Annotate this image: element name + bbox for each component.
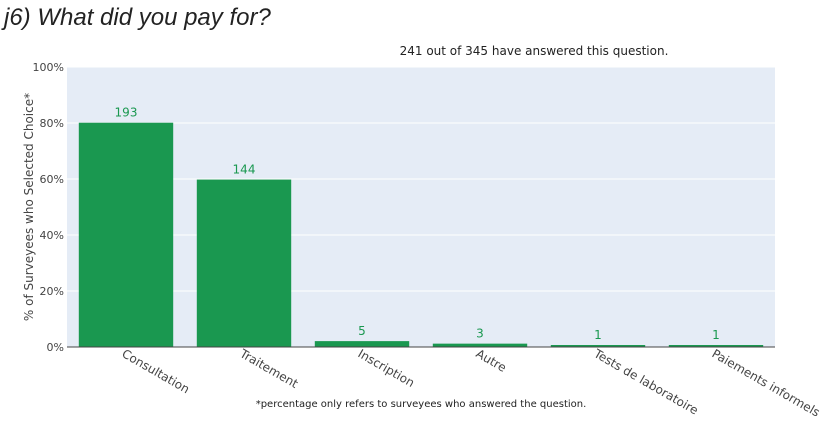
x-tick-label: Autre — [474, 346, 509, 374]
gridlines — [67, 66, 775, 292]
bars — [78, 122, 764, 347]
data-label: 1 — [594, 328, 602, 342]
bar — [550, 345, 646, 347]
bar — [196, 179, 292, 347]
data-label: 3 — [476, 327, 484, 341]
bar — [668, 345, 764, 347]
y-tick-label: 60% — [40, 173, 64, 186]
data-label: 1 — [712, 328, 720, 342]
y-tick-label: 20% — [40, 285, 64, 298]
data-labels: 193 144 5 3 1 1 — [115, 106, 720, 342]
bar — [78, 122, 174, 347]
x-tick-label: Inscription — [356, 346, 417, 390]
chart-footnote: *percentage only refers to surveyees who… — [256, 399, 587, 410]
y-tick-label: 40% — [40, 229, 64, 242]
x-tick-label: Consultation — [120, 346, 192, 396]
data-label: 5 — [358, 324, 366, 338]
bar — [314, 341, 410, 347]
x-tick-label: Paiements informels — [710, 346, 823, 419]
y-tick-label: 80% — [40, 117, 64, 130]
y-tick-label: 0% — [47, 341, 64, 354]
x-tick-label: Traitement — [237, 346, 301, 391]
chart-subtitle: 241 out of 345 have answered this questi… — [400, 44, 669, 58]
y-axis-ticks: 0% 20% 40% 60% 80% 100% — [33, 61, 64, 354]
plot-area — [67, 67, 775, 347]
y-axis-title: % of Surveyees who Selected Choice* — [22, 93, 36, 321]
question-title: j6) What did you pay for? — [4, 4, 271, 31]
x-tick-label: Tests de laboratoire — [591, 346, 701, 418]
data-label: 144 — [233, 163, 256, 177]
data-label: 193 — [115, 106, 138, 120]
bar — [432, 343, 528, 347]
y-tick-label: 100% — [33, 61, 64, 74]
